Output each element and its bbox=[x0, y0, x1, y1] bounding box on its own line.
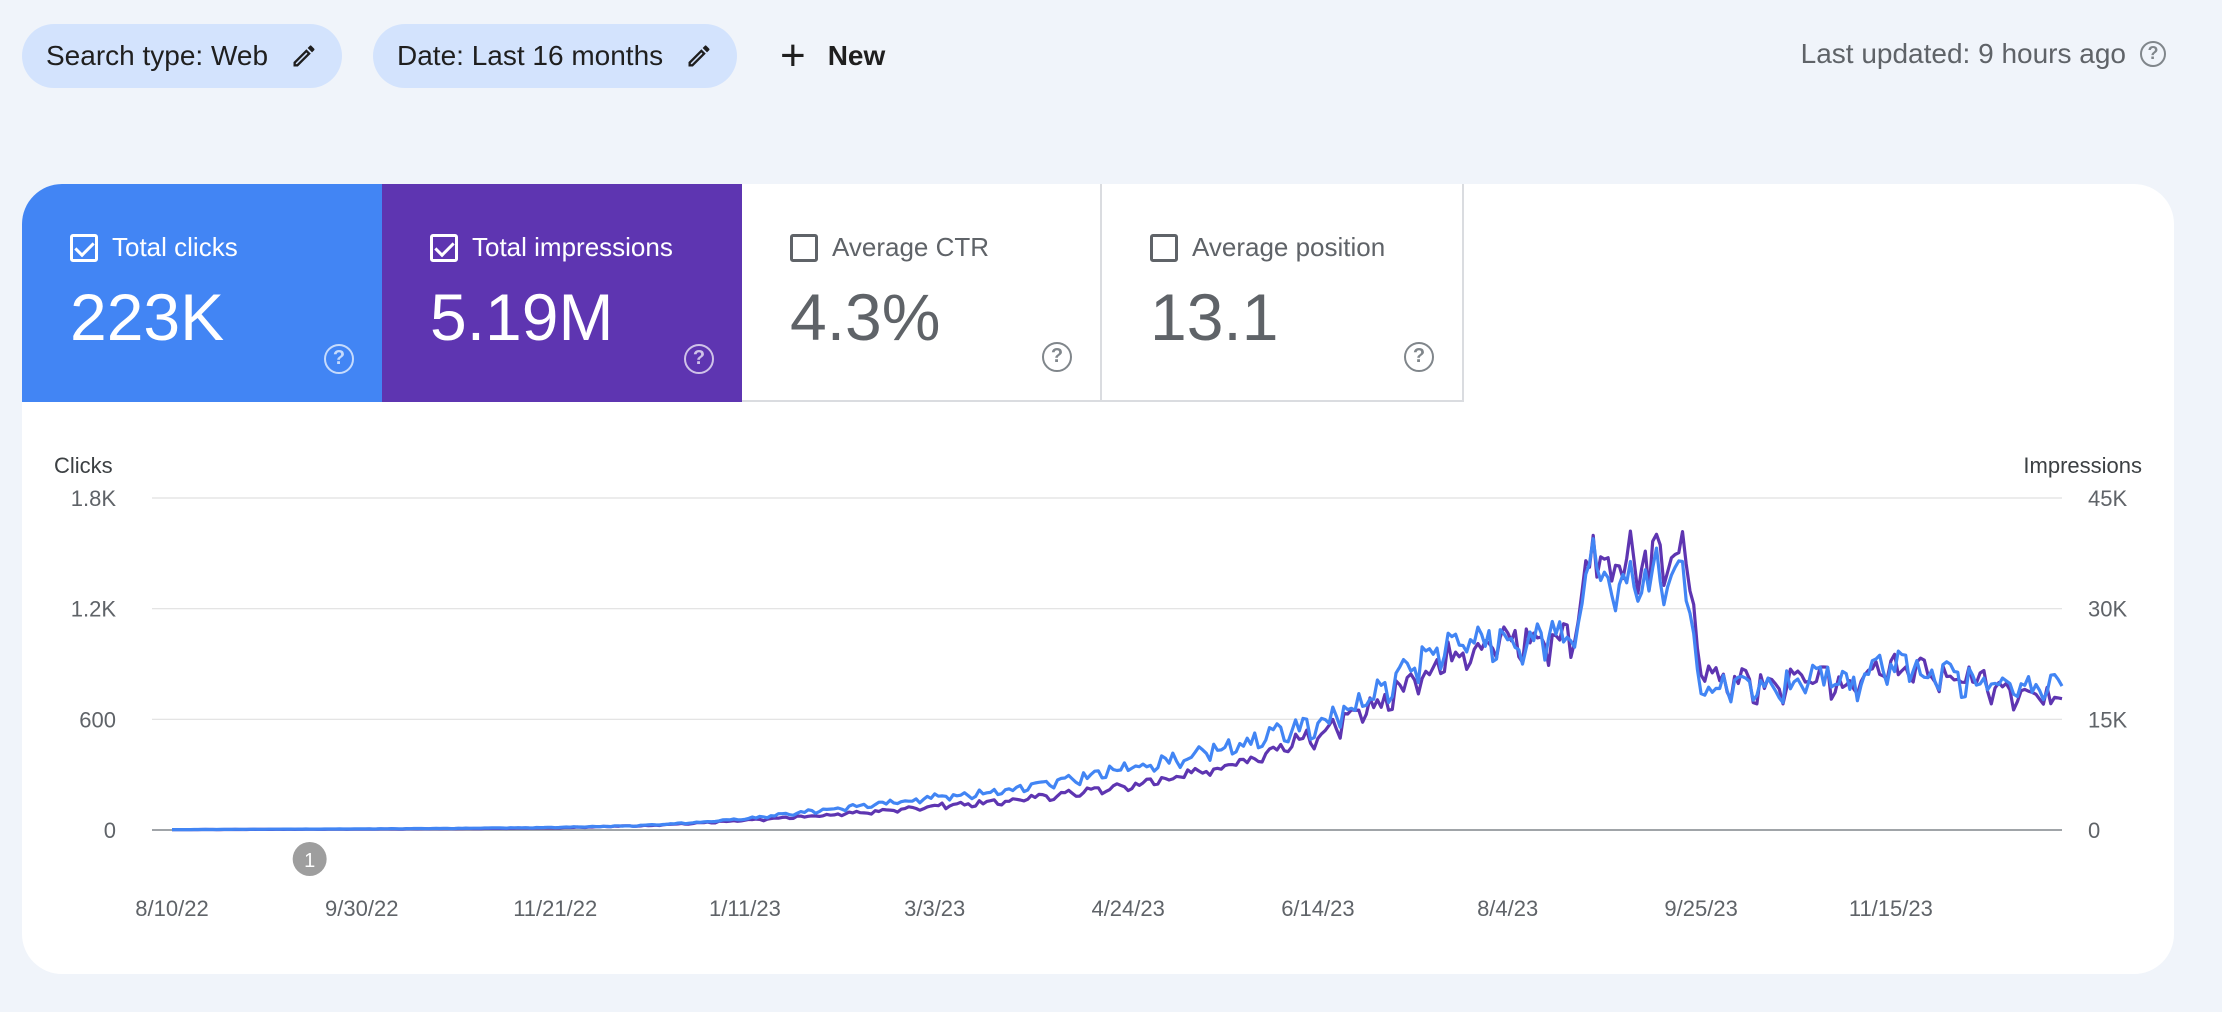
right-tick-label: 0 bbox=[2088, 818, 2100, 843]
x-tick-label: 8/4/23 bbox=[1477, 896, 1538, 921]
x-tick-label: 9/25/23 bbox=[1664, 896, 1737, 921]
help-icon[interactable]: ? bbox=[2140, 41, 2166, 67]
checkbox-icon[interactable] bbox=[1150, 233, 1178, 262]
last-updated-status: Last updated: 9 hours ago ? bbox=[1801, 38, 2166, 70]
annotation-marker[interactable] bbox=[292, 842, 327, 876]
metric-label: Total clicks bbox=[112, 232, 238, 262]
right-tick-label: 30K bbox=[2088, 597, 2127, 622]
checkbox-icon[interactable] bbox=[790, 233, 818, 262]
metric-label: Average position bbox=[1192, 232, 1386, 262]
annotation-label: 1 bbox=[304, 850, 315, 872]
checkbox-icon[interactable] bbox=[70, 233, 98, 262]
right-tick-label: 45K bbox=[2088, 486, 2127, 511]
left-tick-label: 0 bbox=[104, 818, 116, 843]
metric-average-ctr[interactable]: Average CTR 4.3% ? bbox=[742, 184, 1102, 402]
left-axis-title: Clicks bbox=[54, 453, 113, 478]
checkbox-icon[interactable] bbox=[430, 233, 458, 262]
right-tick-label: 15K bbox=[2088, 707, 2127, 732]
search-type-filter-label: Search type: Web bbox=[46, 40, 269, 71]
date-filter-label: Date: Last 16 months bbox=[397, 40, 664, 71]
date-filter-chip[interactable]: Date: Last 16 months bbox=[373, 24, 738, 88]
x-tick-label: 8/10/22 bbox=[135, 896, 208, 921]
performance-card: Total clicks 223K ? Total impressions 5.… bbox=[22, 184, 2174, 974]
impressions-series-line bbox=[172, 529, 2063, 832]
help-icon[interactable]: ? bbox=[324, 344, 354, 374]
performance-chart[interactable]: Clicks Impressions 0 600 1.2K 1.8K 0 15K 30K 45K 8… bbox=[22, 184, 2174, 974]
metric-total-clicks[interactable]: Total clicks 223K ? bbox=[22, 184, 382, 402]
last-updated-text: Last updated: 9 hours ago bbox=[1800, 38, 2126, 69]
metric-total-impressions[interactable]: Total impressions 5.19M ? bbox=[382, 184, 742, 402]
search-type-filter-chip[interactable]: Search type: Web bbox=[22, 24, 343, 88]
metric-value: 13.1 bbox=[1150, 280, 1279, 354]
metric-value: 223K bbox=[70, 280, 225, 354]
help-icon[interactable]: ? bbox=[684, 344, 714, 374]
help-icon[interactable]: ? bbox=[1404, 342, 1434, 372]
metric-label: Total impressions bbox=[472, 232, 673, 262]
clicks-series-line bbox=[172, 537, 2064, 832]
pencil-icon bbox=[290, 42, 318, 70]
metric-value: 5.19M bbox=[430, 280, 614, 354]
x-tick-label: 4/24/23 bbox=[1091, 896, 1164, 921]
left-tick-label: 1.8K bbox=[71, 486, 117, 511]
x-tick-label: 11/21/22 bbox=[513, 896, 597, 921]
x-tick-label: 3/3/23 bbox=[904, 896, 965, 921]
plus-icon: + bbox=[780, 31, 806, 80]
metric-average-position[interactable]: Average position 13.1 ? bbox=[1102, 184, 1464, 402]
left-tick-label: 600 bbox=[79, 707, 116, 732]
x-tick-label: 6/14/23 bbox=[1281, 896, 1354, 921]
pencil-icon bbox=[685, 42, 713, 70]
new-filter-button[interactable]: + New bbox=[780, 24, 885, 88]
right-axis-title: Impressions bbox=[2023, 453, 2142, 478]
help-icon[interactable]: ? bbox=[1042, 342, 1072, 372]
metric-label: Average CTR bbox=[832, 232, 990, 262]
metric-value: 4.3% bbox=[790, 280, 941, 354]
x-tick-label: 9/30/22 bbox=[325, 896, 398, 921]
x-tick-label: 1/11/23 bbox=[709, 896, 781, 921]
x-tick-label: 11/15/23 bbox=[1849, 896, 1933, 921]
new-filter-label: New bbox=[827, 40, 886, 71]
left-tick-label: 1.2K bbox=[71, 597, 117, 622]
